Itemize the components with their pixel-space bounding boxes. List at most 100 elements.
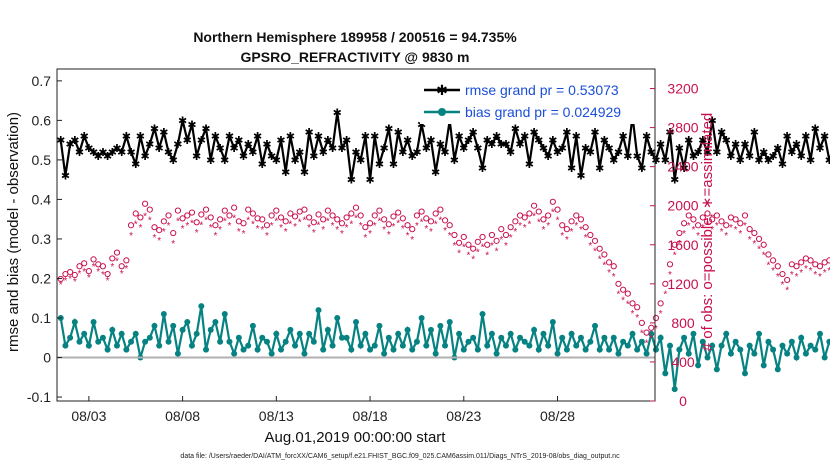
obs-possible-point xyxy=(287,210,294,217)
obs-possible-point xyxy=(76,263,83,270)
obs-possible-point xyxy=(765,251,772,258)
obs-possible-point xyxy=(498,226,505,233)
obs-assimilated-point: * xyxy=(288,219,292,230)
obs-assimilated-point: * xyxy=(645,338,649,349)
bias-point xyxy=(156,342,163,349)
obs-possible-point xyxy=(156,227,163,234)
obs-assimilated-point: * xyxy=(124,264,128,275)
obs-assimilated-point: * xyxy=(621,295,625,306)
obs-possible-point xyxy=(259,216,266,223)
bias-point xyxy=(427,326,434,333)
rmse-point: ✱ xyxy=(764,155,773,167)
obs-assimilated-point: * xyxy=(284,227,288,238)
bias-point xyxy=(652,346,659,353)
obs-series: * * * ** *** * ***** *** ** ** ****** * *** ***** *** *… xyxy=(57,198,830,349)
rmse-point: ✱ xyxy=(656,139,665,151)
bias-point xyxy=(751,350,758,357)
rmse-point: ✱ xyxy=(150,123,159,135)
obs-assimilated-point: * xyxy=(649,334,653,345)
obs-assimilated-point: * xyxy=(321,225,325,236)
x-tick-label: 08/13 xyxy=(259,408,294,424)
bias-point xyxy=(338,334,345,341)
rmse-point: ✱ xyxy=(825,155,830,167)
bias-point xyxy=(395,330,402,337)
obs-possible-point xyxy=(465,241,472,248)
obs-assimilated-point: * xyxy=(387,230,391,241)
obs-assimilated-point: * xyxy=(134,219,138,230)
bias-point xyxy=(245,342,252,349)
bias-point xyxy=(526,342,533,349)
rmse-point: ✱ xyxy=(244,139,253,151)
bias-line xyxy=(59,305,830,390)
obs-possible-point xyxy=(784,276,791,284)
obs-assimilated-point: * xyxy=(218,225,222,236)
bias-point xyxy=(263,338,270,345)
bias-point xyxy=(727,350,734,357)
obs-assimilated-point: * xyxy=(302,215,306,226)
obs-possible-point xyxy=(559,222,566,229)
bias-point xyxy=(423,342,430,349)
obs-possible-point xyxy=(249,210,256,217)
obs-possible-point xyxy=(502,231,510,239)
y2-tick-label: 400 xyxy=(671,354,695,370)
obs-possible-point xyxy=(170,229,177,237)
obs-assimilated-point: * xyxy=(781,280,785,291)
bias-point xyxy=(615,350,622,357)
rmse-point: ✱ xyxy=(797,151,806,163)
rmse-point: ✱ xyxy=(783,131,792,143)
bias-point xyxy=(540,330,547,337)
obs-possible-point xyxy=(366,220,374,227)
obs-assimilated-point: * xyxy=(110,262,114,273)
obs-assimilated-point: * xyxy=(279,223,283,234)
obs-possible-point xyxy=(755,235,763,243)
rmse-point: ✱ xyxy=(140,151,149,163)
rmse-point: ✱ xyxy=(473,143,482,155)
obs-assimilated-point: * xyxy=(307,223,311,234)
obs-possible-point xyxy=(713,212,720,219)
bias-point xyxy=(587,338,594,345)
obs-possible-point xyxy=(174,207,182,214)
obs-possible-point xyxy=(704,210,711,217)
obs-assimilated-point: * xyxy=(251,219,255,230)
bias-point xyxy=(807,342,814,349)
bias-point xyxy=(779,342,786,349)
obs-assimilated-point: * xyxy=(696,231,700,242)
bias-point xyxy=(170,322,177,329)
rmse-point: ✱ xyxy=(403,135,412,147)
obs-possible-point xyxy=(221,207,228,214)
chart-subtitle: GPSRO_REFRACTIVITY @ 9830 m xyxy=(241,49,470,65)
obs-possible-point xyxy=(591,237,599,244)
bias-point xyxy=(657,334,664,341)
obs-assimilated-point: * xyxy=(513,227,517,238)
x-axis-label: Aug.01,2019 00:00:00 start xyxy=(265,429,447,446)
obs-possible-point xyxy=(798,259,805,266)
rmse-point: ✱ xyxy=(220,155,229,167)
obs-possible-point xyxy=(695,222,702,229)
obs-assimilated-point: * xyxy=(720,227,724,238)
obs-possible-point xyxy=(666,261,674,268)
rmse-point: ✱ xyxy=(637,163,646,175)
rmse-point: ✱ xyxy=(80,131,89,143)
obs-assimilated-point: * xyxy=(804,264,808,275)
rmse-point: ✱ xyxy=(670,175,679,187)
obs-possible-point xyxy=(610,263,617,270)
bias-point xyxy=(559,334,566,341)
rmse-point: ✱ xyxy=(679,163,688,175)
bias-point xyxy=(737,346,744,353)
rmse-point: ✱ xyxy=(595,163,604,175)
bias-point xyxy=(610,334,617,341)
bias-point xyxy=(99,334,106,341)
bias-point xyxy=(90,318,97,325)
obs-possible-point xyxy=(188,209,196,216)
obs-assimilated-point: * xyxy=(476,248,480,259)
rmse-point: ✱ xyxy=(380,143,389,155)
bias-point xyxy=(704,354,711,361)
obs-possible-point xyxy=(390,213,397,220)
obs-possible-point xyxy=(207,214,214,221)
obs-possible-point xyxy=(793,263,800,270)
obs-possible-point xyxy=(231,204,238,211)
rmse-point: ✱ xyxy=(778,159,787,171)
rmse-point: ✱ xyxy=(384,123,393,135)
bias-point xyxy=(226,338,233,345)
rmse-point: ✱ xyxy=(590,127,599,139)
